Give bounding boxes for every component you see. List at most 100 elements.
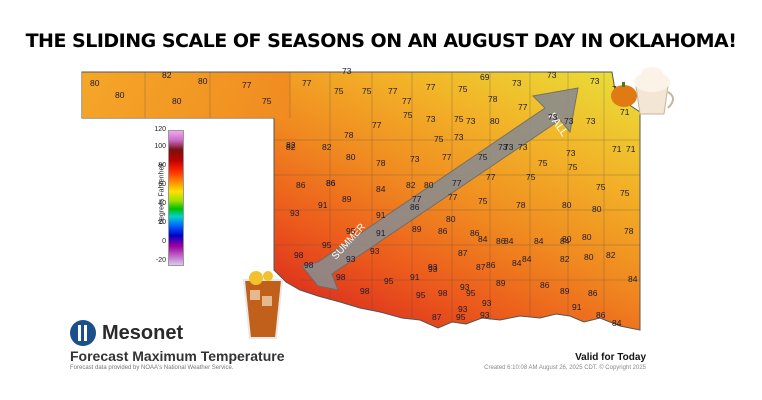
temperature-label: 93 xyxy=(428,262,438,272)
temperature-label: 91 xyxy=(318,200,328,210)
legend-tick: 100 xyxy=(154,143,166,150)
temperature-label: 84 xyxy=(628,274,638,284)
legend-tick: 60 xyxy=(158,181,166,188)
temperature-label: 80 xyxy=(346,152,356,162)
temperature-label: 82 xyxy=(286,142,296,152)
temperature-label: 77 xyxy=(412,194,422,204)
temperature-label: 75 xyxy=(620,188,630,198)
temperature-label: 71 xyxy=(612,144,622,154)
temperature-label: 91 xyxy=(376,228,386,238)
mesonet-logo-icon xyxy=(70,320,96,346)
temperature-label: 80 xyxy=(424,180,434,190)
temperature-label: 73 xyxy=(410,154,420,164)
temperature-label: 93 xyxy=(458,304,468,314)
temperature-label: 87 xyxy=(432,312,442,322)
temperature-label: 84 xyxy=(376,184,386,194)
temperature-label: 93 xyxy=(346,254,356,264)
legend-tick: 20 xyxy=(158,219,166,226)
temperature-label: 73 xyxy=(426,114,436,124)
temperature-label: 80 xyxy=(446,214,456,224)
season-arrow xyxy=(301,87,579,291)
temperature-label: 80 xyxy=(582,232,592,242)
temperature-label: 98 xyxy=(304,260,314,270)
temperature-label: 86 xyxy=(326,178,336,188)
legend-tick: 120 xyxy=(154,126,166,133)
temperature-label: 86 xyxy=(540,280,550,290)
valid-time: Valid for Today xyxy=(575,352,646,363)
product-title: Forecast Maximum Temperature xyxy=(70,348,285,364)
temperature-label: 86 xyxy=(470,228,480,238)
created-timestamp: Created 6:10:08 AM August 26, 2025 CDT. … xyxy=(484,365,646,371)
temperature-label: 77 xyxy=(452,178,462,188)
temperature-label: 77 xyxy=(518,102,528,112)
temperature-label: 93 xyxy=(482,298,492,308)
temperature-label: 73 xyxy=(518,142,528,152)
temperature-label: 91 xyxy=(376,210,386,220)
state-body xyxy=(81,71,641,331)
temperature-label: 73 xyxy=(512,78,522,88)
legend-tick: 80 xyxy=(158,162,166,169)
temperature-label: 95 xyxy=(322,240,332,250)
temperature-label: 98 xyxy=(360,286,370,296)
temperature-label: 98 xyxy=(294,250,304,260)
temperature-label: 91 xyxy=(572,302,582,312)
temperature-label: 75 xyxy=(568,162,578,172)
temperature-label: 73 xyxy=(454,132,464,142)
temperature-label: 80 xyxy=(592,204,602,214)
temperature-label: 82 xyxy=(560,254,570,264)
temperature-label: 78 xyxy=(376,158,386,168)
temperature-label: 73 xyxy=(466,116,476,126)
mesonet-logo: Mesonet xyxy=(70,318,183,348)
temperature-label: 77 xyxy=(486,172,496,182)
temperature-label: 77 xyxy=(442,152,452,162)
pumpkin-spice-latte-icon xyxy=(611,67,674,115)
temperature-label: 75 xyxy=(334,86,344,96)
temperature-label: 78 xyxy=(516,200,526,210)
temperature-label: 73 xyxy=(504,142,514,152)
temperature-label: 95 xyxy=(416,290,426,300)
temperature-label: 71 xyxy=(626,144,636,154)
temperature-label: 80 xyxy=(490,116,500,126)
temperature-labels: 8080828080777577757577777573697373737378… xyxy=(90,66,638,328)
legend-unit-label: degrees Fahrenheit xyxy=(158,163,166,224)
temperature-label: 80 xyxy=(562,234,572,244)
temperature-label: 73 xyxy=(342,66,352,76)
logo-text: Mesonet xyxy=(102,321,184,344)
temperature-label: 75 xyxy=(526,172,536,182)
temperature-label: 73 xyxy=(590,76,600,86)
temperature-label: 75 xyxy=(478,196,488,206)
temperature-label: 75 xyxy=(362,86,372,96)
temperature-label: 75 xyxy=(262,96,272,106)
temperature-label: 95 xyxy=(346,226,356,236)
temperature-label: 82 xyxy=(322,142,332,152)
temperature-label: 78 xyxy=(488,94,498,104)
temperature-label: 93 xyxy=(480,310,490,320)
temperature-label: 78 xyxy=(624,226,634,236)
temperature-label: 86 xyxy=(486,260,496,270)
temperature-label: 84 xyxy=(534,236,544,246)
panhandle xyxy=(82,72,290,118)
temperature-label: 89 xyxy=(412,224,422,234)
temperature-label: 89 xyxy=(496,278,506,288)
color-scale-bar xyxy=(168,130,184,266)
temperature-label: 73 xyxy=(498,142,508,152)
temperature-label: 77 xyxy=(388,86,398,96)
temperature-label: 77 xyxy=(402,96,412,106)
temperature-label: 77 xyxy=(426,82,436,92)
temperature-label: 98 xyxy=(438,288,448,298)
temperature-label: 82 xyxy=(606,250,616,260)
temperature-label: 82 xyxy=(286,140,296,150)
temperature-label: 73 xyxy=(564,116,574,126)
temperature-label: 95 xyxy=(456,312,466,322)
temperature-label: 86 xyxy=(326,178,336,188)
temperature-label: 86 xyxy=(596,310,606,320)
temperature-label: 95 xyxy=(384,276,394,286)
temperature-label: 75 xyxy=(538,158,548,168)
legend-tick: 40 xyxy=(158,200,166,207)
temperature-label: 84 xyxy=(512,258,522,268)
temperature-label: 86 xyxy=(438,226,448,236)
temperature-label: 71 xyxy=(620,107,630,117)
temperature-label: 75 xyxy=(403,110,413,120)
